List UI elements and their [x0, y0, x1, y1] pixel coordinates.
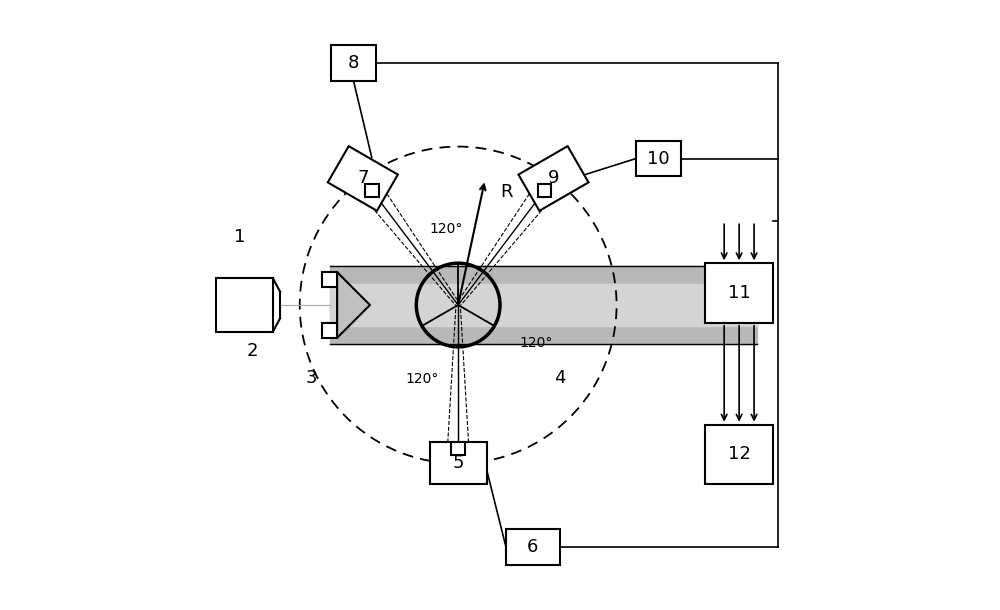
Text: 6: 6 [527, 538, 539, 556]
FancyBboxPatch shape [451, 442, 465, 455]
Text: 5: 5 [452, 454, 464, 472]
Text: 120°: 120° [430, 222, 463, 236]
Text: 120°: 120° [406, 371, 439, 386]
FancyBboxPatch shape [331, 45, 376, 81]
Text: 8: 8 [348, 54, 359, 72]
Text: 9: 9 [548, 170, 559, 187]
Text: 1: 1 [234, 228, 246, 246]
Text: 10: 10 [647, 149, 670, 168]
FancyBboxPatch shape [636, 141, 681, 176]
Text: R: R [500, 184, 512, 201]
Text: 3: 3 [306, 368, 317, 387]
FancyBboxPatch shape [322, 272, 337, 287]
FancyBboxPatch shape [365, 184, 379, 197]
Text: 12: 12 [728, 445, 751, 464]
Text: 11: 11 [728, 284, 750, 302]
Text: 2: 2 [246, 342, 258, 360]
FancyBboxPatch shape [705, 425, 773, 484]
FancyBboxPatch shape [538, 184, 551, 197]
Polygon shape [518, 146, 589, 211]
FancyBboxPatch shape [322, 323, 337, 338]
Text: 120°: 120° [519, 336, 553, 350]
Text: 4: 4 [554, 368, 566, 387]
FancyBboxPatch shape [216, 278, 273, 332]
Polygon shape [430, 442, 487, 484]
Text: 7: 7 [357, 170, 369, 187]
FancyBboxPatch shape [705, 263, 773, 323]
Polygon shape [328, 146, 398, 211]
Polygon shape [337, 272, 370, 338]
FancyBboxPatch shape [506, 529, 560, 565]
